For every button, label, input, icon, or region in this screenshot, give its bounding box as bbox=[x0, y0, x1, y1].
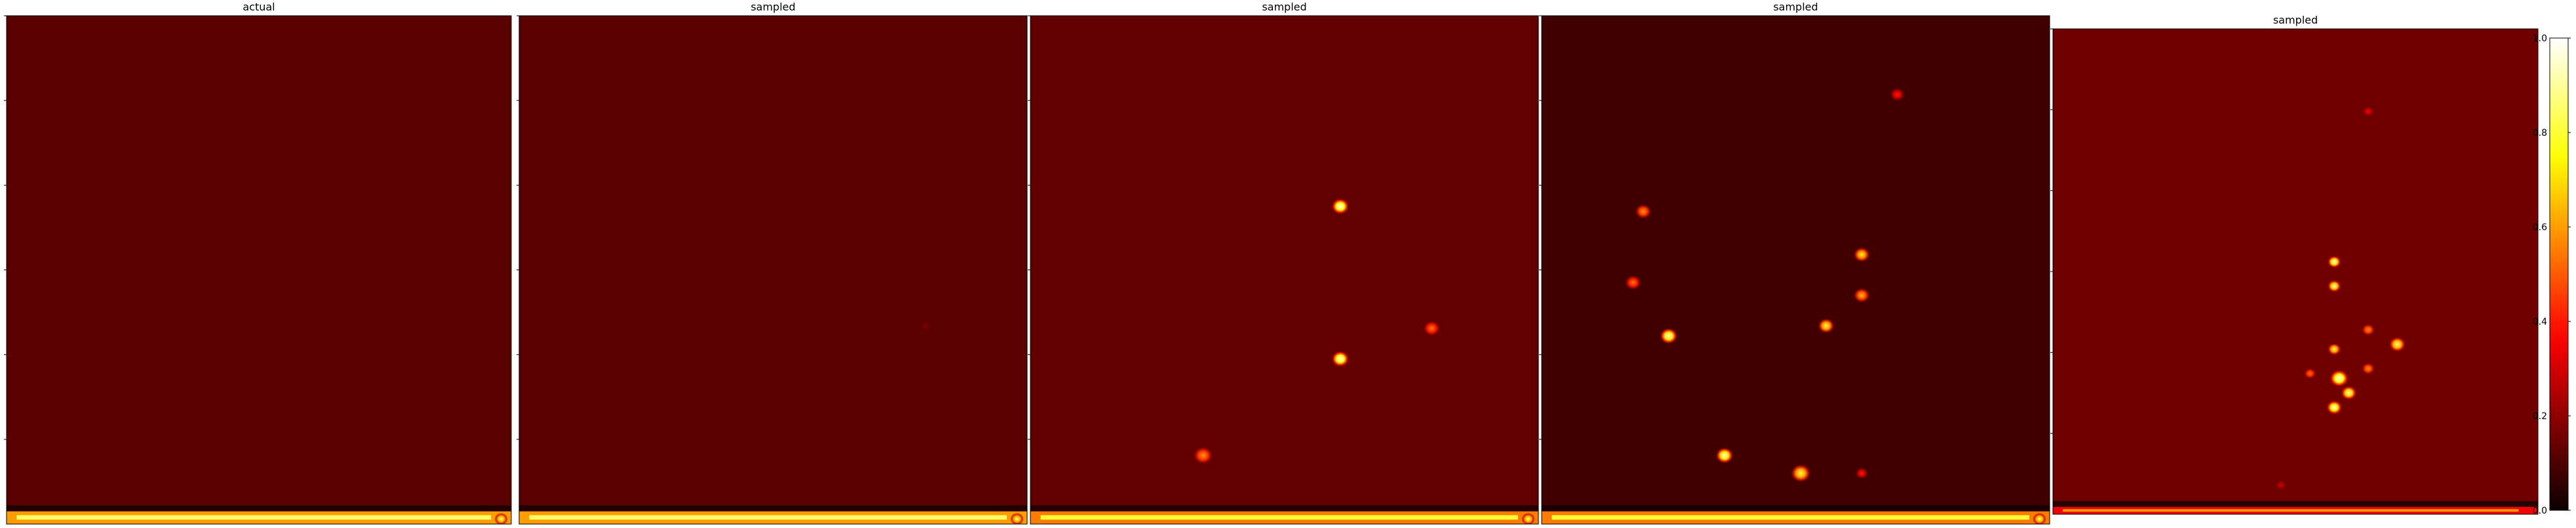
heatmap-hotspot bbox=[1331, 350, 1350, 367]
panel-title: sampled bbox=[2273, 14, 2318, 26]
heatmap-background bbox=[519, 16, 1027, 524]
panel-title: sampled bbox=[1262, 1, 1306, 13]
heatmap-hotspot bbox=[1855, 467, 1869, 479]
heatmap-dark-edge bbox=[2053, 501, 2538, 507]
heatmap-hotspot bbox=[1422, 320, 1441, 337]
heatmap-image bbox=[1542, 16, 2050, 524]
heatmap-dark-edge bbox=[1030, 505, 1538, 512]
colorbar-tick-label: 0.4 bbox=[2533, 317, 2547, 327]
heatmap-hotspot bbox=[1790, 464, 1811, 483]
panel-title: actual bbox=[243, 1, 275, 13]
heatmap-band-core bbox=[16, 515, 492, 520]
heatmap-panel-3: sampled bbox=[1028, 1, 1539, 525]
colorbar-tick-label: 1.0 bbox=[2533, 33, 2547, 44]
heatmap-hotspot bbox=[1853, 287, 1871, 303]
heatmap-hotspot bbox=[918, 319, 933, 333]
heatmap-panel-5: sampled bbox=[2050, 14, 2539, 515]
panel-title: sampled bbox=[751, 1, 795, 13]
heatmap-hotspot bbox=[1635, 203, 1652, 219]
heatmap-background bbox=[1542, 16, 2050, 524]
heatmap-hotspot bbox=[2326, 400, 2343, 415]
heatmap-band-core bbox=[1551, 515, 2029, 520]
heatmap-background bbox=[7, 16, 511, 524]
heatmap-hotspot bbox=[2341, 385, 2357, 401]
heatmap-image bbox=[519, 16, 1027, 524]
heatmap-hotspot bbox=[1715, 447, 1734, 464]
heatmap-hotspot bbox=[2033, 512, 2046, 524]
colorbar-tick-label: 0.2 bbox=[2533, 411, 2547, 422]
heatmap-hotspot bbox=[1331, 198, 1350, 215]
colorbar-tick-label: 0.8 bbox=[2533, 128, 2547, 138]
heatmap-hotspot bbox=[1521, 512, 1535, 524]
heatmap-dark-edge bbox=[1542, 505, 2050, 512]
heatmap-hotspot bbox=[1853, 247, 1871, 262]
heatmap-image bbox=[7, 16, 511, 524]
heatmap-hotspot bbox=[2327, 255, 2341, 268]
heatmap-hotspot bbox=[1889, 87, 1905, 102]
heatmap-hotspot bbox=[2361, 362, 2375, 375]
heatmap-hotspot bbox=[1624, 275, 1642, 291]
heatmap-hotspot bbox=[1818, 318, 1835, 334]
heatmap-hotspot bbox=[1660, 327, 1678, 344]
heatmap-dark-edge bbox=[519, 505, 1027, 512]
heatmap-band-core bbox=[1040, 515, 1518, 520]
heatmap-hotspot bbox=[2361, 323, 2375, 336]
heatmap-band-core bbox=[2062, 509, 2519, 512]
heatmap-background bbox=[2053, 29, 2538, 514]
panel-title: sampled bbox=[1773, 1, 1818, 13]
heatmap-panel-1: actual bbox=[4, 1, 512, 525]
heatmap-band-core bbox=[529, 515, 1007, 520]
colorbar: 0.0 0.2 0.4 0.6 0.8 1.0 bbox=[2533, 33, 2571, 516]
colorbar-tick-label: 0.6 bbox=[2533, 222, 2547, 233]
heatmap-hotspot bbox=[2329, 369, 2349, 388]
colorbar-tick-label: 0.0 bbox=[2533, 506, 2547, 516]
heatmap-hotspot bbox=[2303, 367, 2316, 380]
colorbar-gradient bbox=[2549, 37, 2569, 511]
heatmap-hotspot bbox=[494, 513, 508, 524]
heatmap-hotspot bbox=[2327, 279, 2341, 293]
heatmap-hotspot bbox=[2389, 336, 2406, 352]
heatmap-panel-2: sampled bbox=[517, 1, 1028, 525]
heatmap-image bbox=[2053, 29, 2538, 514]
heatmap-hotspot bbox=[1010, 512, 1024, 524]
panels-group: actual sampled sampled sampled sampled bbox=[4, 1, 2539, 525]
heatmap-hotspot bbox=[2274, 479, 2288, 491]
heatmap-hotspot bbox=[2327, 342, 2341, 356]
heatmap-dark-edge bbox=[7, 505, 511, 512]
heatmap-hotspot bbox=[2362, 105, 2375, 117]
heatmap-hotspot bbox=[1193, 446, 1213, 465]
heatmap-panel-4: sampled bbox=[1539, 1, 2050, 525]
heatmap-background bbox=[1030, 16, 1538, 524]
heatmap-image bbox=[1030, 16, 1538, 524]
